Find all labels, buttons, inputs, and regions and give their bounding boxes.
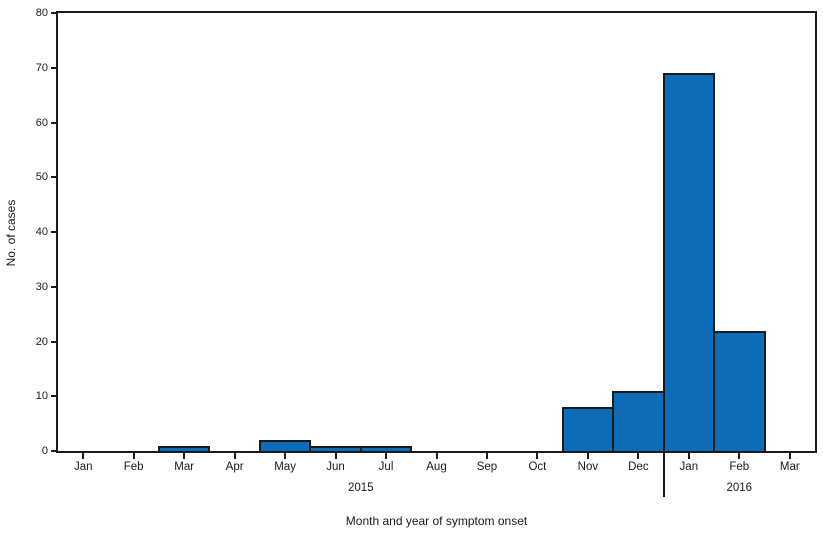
y-tick-label: 40 xyxy=(35,226,48,238)
x-tick xyxy=(738,453,741,459)
y-tick xyxy=(51,66,57,69)
y-tick xyxy=(51,12,57,14)
year-label-2016: 2016 xyxy=(726,482,753,494)
y-tick-label: 50 xyxy=(35,171,48,184)
bar-jun-5 xyxy=(309,445,362,451)
x-tick xyxy=(183,453,186,459)
bar-jul-6 xyxy=(359,445,413,451)
x-tick-label-aug-7: Aug xyxy=(426,461,447,473)
x-tick xyxy=(82,453,85,459)
x-tick xyxy=(284,453,287,459)
x-tick-label-feb-13: Feb xyxy=(729,461,750,473)
x-tick-label-feb-1: Feb xyxy=(123,461,144,473)
year-label-2015: 2015 xyxy=(348,482,374,494)
bar-feb-13 xyxy=(713,330,766,451)
y-tick-label: 30 xyxy=(35,280,48,293)
x-tick xyxy=(132,453,135,459)
y-tick-label: 0 xyxy=(41,445,48,457)
x-tick xyxy=(586,453,589,459)
x-axis-title: Month and year of symptom onset xyxy=(345,514,528,528)
y-tick xyxy=(51,340,57,343)
x-tick xyxy=(687,453,690,459)
x-tick-label-apr-3: Apr xyxy=(225,461,244,473)
bar-may-4 xyxy=(258,440,312,451)
x-tick-label-oct-9: Oct xyxy=(528,461,547,473)
y-tick-label: 10 xyxy=(35,390,48,403)
x-tick-label-jan-0: Jan xyxy=(73,461,93,473)
y-tick-label: 20 xyxy=(35,335,48,348)
x-tick-label-jul-6: Jul xyxy=(378,461,394,473)
y-tick xyxy=(51,285,57,288)
y-axis-title: No. of cases xyxy=(4,199,18,267)
year-separator-line xyxy=(662,453,665,497)
x-tick xyxy=(485,453,488,459)
x-tick-label-jan-12: Jan xyxy=(679,461,699,473)
y-tick xyxy=(51,231,57,233)
x-tick-label-nov-10: Nov xyxy=(577,461,599,473)
x-tick-label-mar-2: Mar xyxy=(174,461,195,473)
x-tick xyxy=(334,453,337,459)
y-tick xyxy=(51,450,57,452)
x-tick-label-may-4: May xyxy=(274,461,296,473)
y-tick-label: 70 xyxy=(35,61,48,74)
plot-area xyxy=(56,11,817,453)
bar-mar-2 xyxy=(157,445,211,451)
bar-nov-10 xyxy=(561,407,615,451)
x-tick xyxy=(435,453,438,459)
x-tick xyxy=(637,453,640,459)
x-tick-label-jun-5: Jun xyxy=(326,461,345,473)
y-tick xyxy=(51,176,57,179)
y-tick-label: 60 xyxy=(35,116,48,129)
bar-dec-11 xyxy=(612,390,665,451)
bar-jan-12 xyxy=(662,73,716,451)
y-tick xyxy=(51,395,57,398)
x-tick xyxy=(536,453,539,459)
x-tick xyxy=(788,453,791,459)
y-tick-label: 80 xyxy=(35,7,48,19)
x-tick xyxy=(233,453,236,459)
x-tick xyxy=(385,453,388,459)
x-tick-label-sep-8: Sep xyxy=(476,461,498,473)
x-tick-label-dec-11: Dec xyxy=(628,461,649,473)
y-tick xyxy=(51,121,57,124)
x-tick-label-mar-14: Mar xyxy=(779,461,800,473)
